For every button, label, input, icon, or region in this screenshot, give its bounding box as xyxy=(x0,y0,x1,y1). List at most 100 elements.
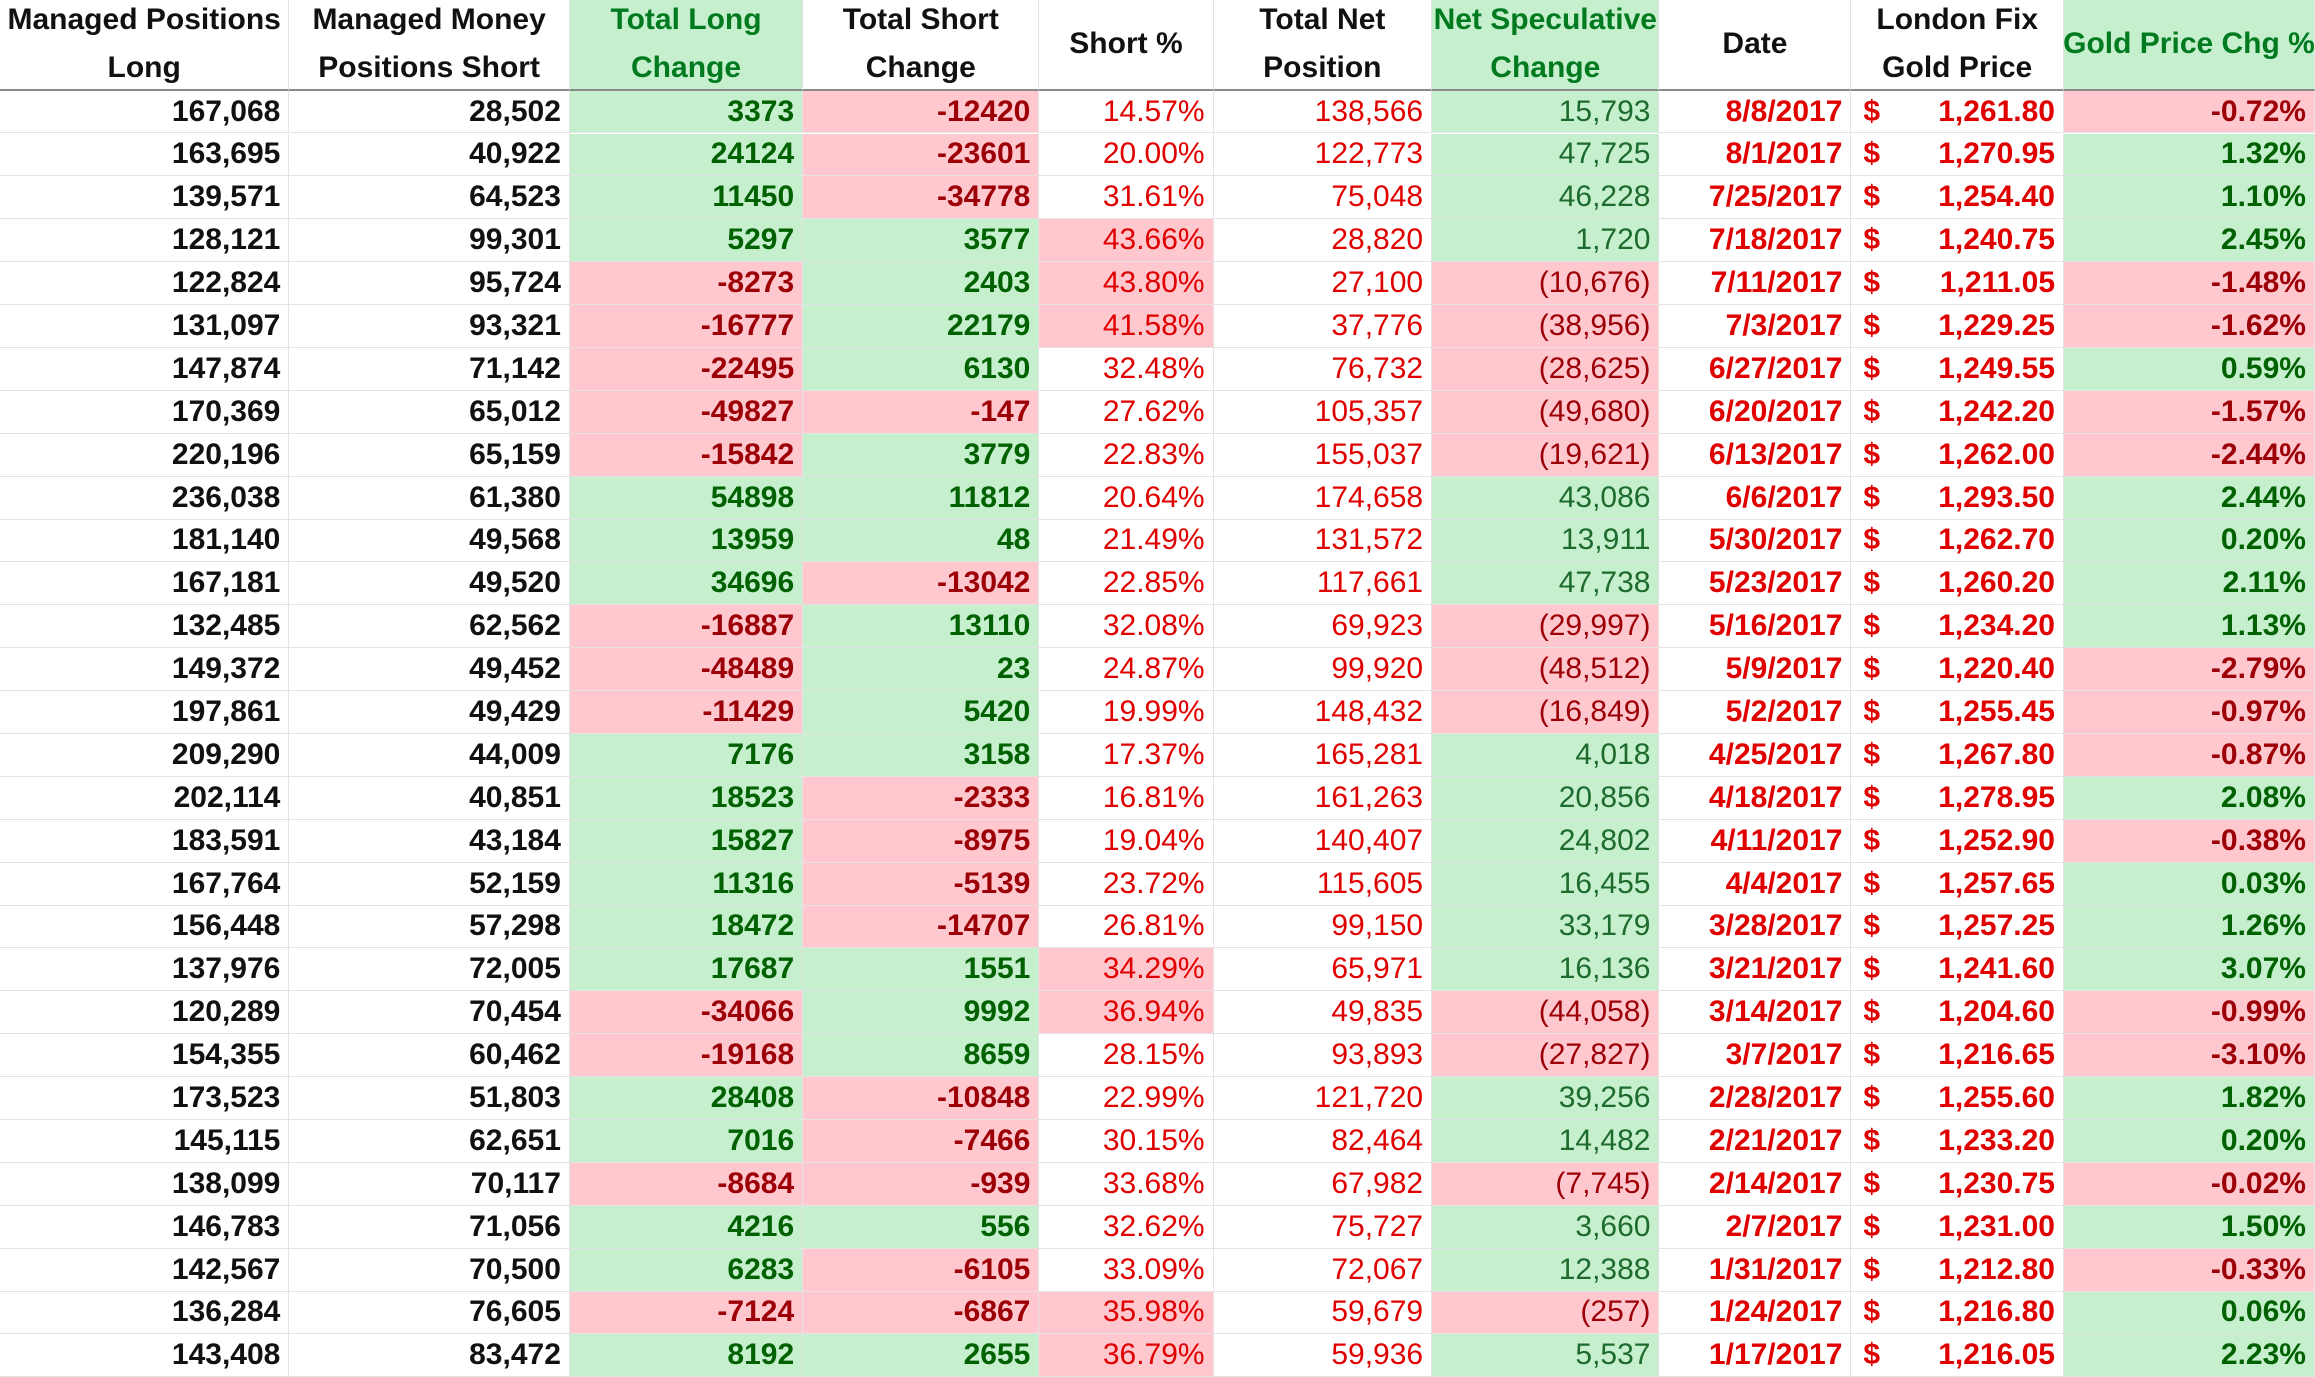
cell-price-chg: 2.44% xyxy=(2064,476,2315,520)
cell-long-chg: 15827 xyxy=(569,819,804,863)
cell-spec-chg: (49,680) xyxy=(1432,390,1660,434)
cell-net: 28,820 xyxy=(1213,219,1433,263)
cell-long: 236,038 xyxy=(0,476,290,520)
cell-price-chg: 1.13% xyxy=(2064,605,2315,649)
gold-price-value: 1,260.20 xyxy=(1938,566,2055,600)
cell-long-chg: -19168 xyxy=(569,1034,804,1078)
cell-short-chg: -13042 xyxy=(803,562,1040,606)
cell-net: 93,893 xyxy=(1213,1034,1433,1078)
currency-symbol: $ xyxy=(1863,1123,1881,1157)
currency-symbol: $ xyxy=(1863,523,1881,557)
cell-short-chg: 3779 xyxy=(803,433,1040,477)
cell-price: $1,216.80 xyxy=(1851,1291,2064,1335)
cell-net: 105,357 xyxy=(1213,390,1433,434)
cell-short-chg: 2403 xyxy=(803,262,1040,306)
table-row: 197,861 49,429 -11429 5420 19.99% 148,432 (16,… xyxy=(0,691,2315,734)
cell-long: 132,485 xyxy=(0,605,290,649)
gold-price-value: 1,231.00 xyxy=(1938,1209,2055,1243)
cell-price: $1,257.25 xyxy=(1851,905,2064,949)
table-row: 143,408 83,472 8192 2655 36.79% 59,936 5,537 1/… xyxy=(0,1334,2315,1377)
cell-date: 4/25/2017 xyxy=(1659,733,1852,777)
cell-long: 131,097 xyxy=(0,305,290,348)
header-net: Total Net Position xyxy=(1213,0,1433,91)
cell-date: 5/2/2017 xyxy=(1659,691,1852,734)
gold-price-value: 1,230.75 xyxy=(1938,1166,2055,1200)
cell-price: $1,241.60 xyxy=(1851,948,2064,992)
cell-price-chg: -0.87% xyxy=(2064,733,2315,777)
cell-date: 5/16/2017 xyxy=(1659,605,1852,649)
cell-date: 2/14/2017 xyxy=(1659,1162,1852,1206)
currency-symbol: $ xyxy=(1863,480,1881,514)
cell-long-chg: 13959 xyxy=(569,519,804,563)
currency-symbol: $ xyxy=(1863,351,1881,385)
header-line: Total Long xyxy=(610,3,762,37)
cell-net: 59,936 xyxy=(1213,1334,1433,1377)
cell-net: 174,658 xyxy=(1213,476,1433,520)
cell-short: 40,851 xyxy=(289,776,570,820)
cell-long-chg: -11429 xyxy=(569,691,804,734)
cell-long: 143,408 xyxy=(0,1334,290,1377)
cell-short-pct: 36.94% xyxy=(1039,991,1214,1035)
cell-short-chg: 48 xyxy=(803,519,1040,563)
cell-net: 67,982 xyxy=(1213,1162,1433,1206)
cell-price: $1,278.95 xyxy=(1851,776,2064,820)
cell-long: 156,448 xyxy=(0,905,290,949)
cell-short-pct: 16.81% xyxy=(1039,776,1214,820)
gold-price-value: 1,267.80 xyxy=(1938,737,2055,771)
cell-spec-chg: 13,911 xyxy=(1432,519,1660,563)
cell-spec-chg: (7,745) xyxy=(1432,1162,1660,1206)
cell-short-chg: -6867 xyxy=(803,1291,1040,1335)
cell-long-chg: 34696 xyxy=(569,562,804,606)
cell-long-chg: 24124 xyxy=(569,133,804,177)
cell-short-chg: -23601 xyxy=(803,133,1040,177)
cell-short-pct: 26.81% xyxy=(1039,905,1214,949)
cell-price: $1,255.60 xyxy=(1851,1077,2064,1120)
cell-spec-chg: 39,256 xyxy=(1432,1077,1660,1120)
table-row: 183,591 43,184 15827 -8975 19.04% 140,407 24,8… xyxy=(0,819,2315,863)
cell-price: $1,211.05 xyxy=(1851,262,2064,306)
cell-date: 7/3/2017 xyxy=(1659,305,1852,348)
header-row: Managed Positions Long Managed Money Positi… xyxy=(0,0,2315,91)
cell-long-chg: 7016 xyxy=(569,1119,804,1163)
cell-long: 142,567 xyxy=(0,1248,290,1292)
cell-price: $1,234.20 xyxy=(1851,605,2064,649)
cell-short-chg: -7466 xyxy=(803,1119,1040,1163)
cell-price: $1,270.95 xyxy=(1851,133,2064,177)
cell-spec-chg: 4,018 xyxy=(1432,733,1660,777)
cell-long: 202,114 xyxy=(0,776,290,820)
cell-short-chg: 3577 xyxy=(803,219,1040,263)
gold-price-value: 1,255.60 xyxy=(1938,1081,2055,1115)
cell-price: $1,216.65 xyxy=(1851,1034,2064,1078)
cell-long: 167,764 xyxy=(0,862,290,906)
currency-symbol: $ xyxy=(1863,652,1881,686)
currency-symbol: $ xyxy=(1863,309,1881,342)
cell-short: 70,117 xyxy=(289,1162,570,1206)
table-row: 138,099 70,117 -8684 -939 33.68% 67,982 (7,745… xyxy=(0,1162,2315,1206)
cell-short-chg: 5420 xyxy=(803,691,1040,734)
cell-short-pct: 23.72% xyxy=(1039,862,1214,906)
cell-price-chg: 0.59% xyxy=(2064,347,2315,391)
cell-price: $1,257.65 xyxy=(1851,862,2064,906)
cell-price: $1,267.80 xyxy=(1851,733,2064,777)
cell-price: $1,249.55 xyxy=(1851,347,2064,391)
cell-short-chg: 9992 xyxy=(803,991,1040,1035)
cell-price: $1,216.05 xyxy=(1851,1334,2064,1377)
cell-long-chg: -48489 xyxy=(569,648,804,692)
cell-short-pct: 28.15% xyxy=(1039,1034,1214,1078)
cell-date: 2/7/2017 xyxy=(1659,1205,1852,1249)
cell-date: 8/1/2017 xyxy=(1659,133,1852,177)
currency-symbol: $ xyxy=(1863,1166,1881,1200)
header-price: London Fix Gold Price xyxy=(1851,0,2064,91)
cell-date: 2/21/2017 xyxy=(1659,1119,1852,1163)
cell-price: $1,231.00 xyxy=(1851,1205,2064,1249)
currency-symbol: $ xyxy=(1863,609,1881,643)
cell-price-chg: -0.97% xyxy=(2064,691,2315,734)
currency-symbol: $ xyxy=(1863,1038,1881,1072)
cell-short-pct: 43.80% xyxy=(1039,262,1214,306)
cell-short-pct: 43.66% xyxy=(1039,219,1214,263)
cell-price: $1,229.25 xyxy=(1851,305,2064,348)
cell-price-chg: 0.03% xyxy=(2064,862,2315,906)
cell-price: $1,261.80 xyxy=(1851,90,2064,134)
cell-net: 99,150 xyxy=(1213,905,1433,949)
